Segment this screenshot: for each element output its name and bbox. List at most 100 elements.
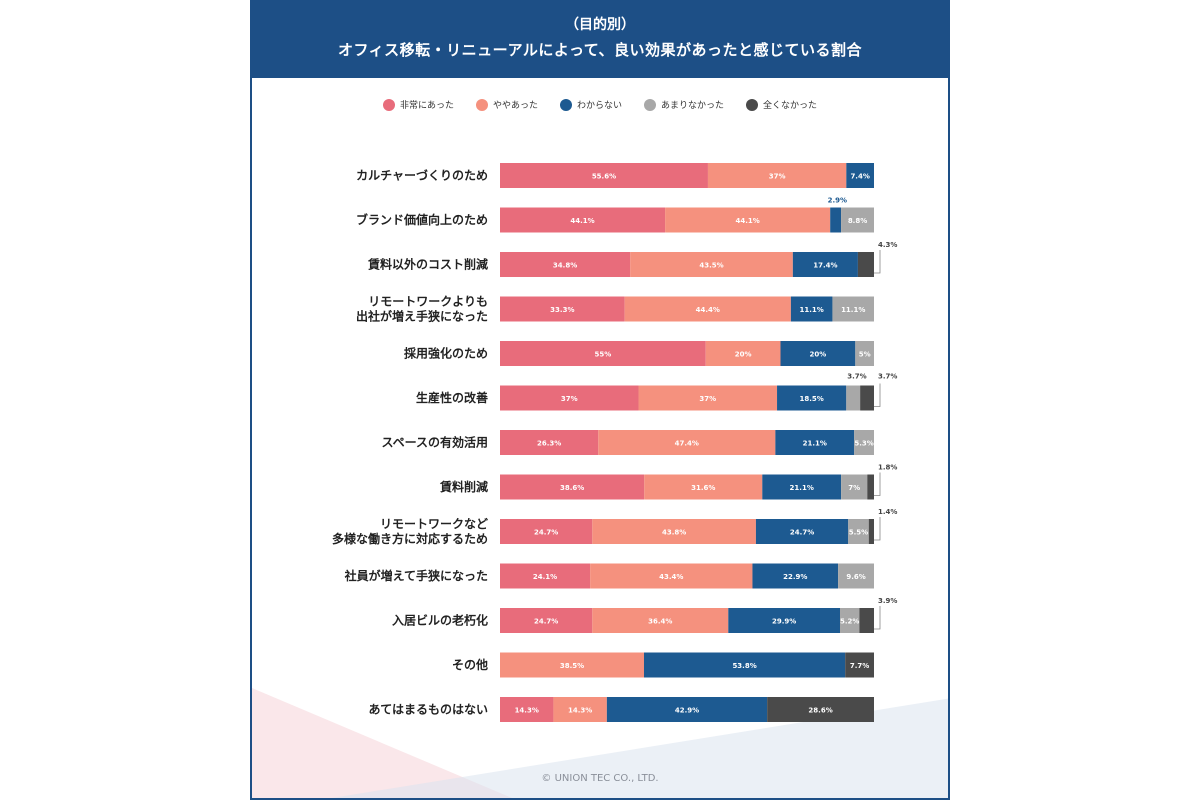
data-label: 20%	[735, 351, 752, 359]
data-label: 14.3%	[515, 707, 539, 715]
data-label: 38.6%	[560, 484, 584, 492]
category-label: 出社が増え手狭になった	[356, 309, 488, 324]
bar-segment	[857, 252, 874, 277]
data-label: 5.2%	[840, 618, 859, 626]
data-label: 43.8%	[662, 529, 686, 537]
bar-row: 賃料削減 38.6% 31.6% 21.1% 7% 1.8%	[439, 464, 897, 500]
data-label: 29.9%	[772, 618, 796, 626]
bar-segment	[777, 385, 847, 411]
bar-segment	[846, 385, 861, 411]
data-label: 33.3%	[550, 306, 574, 314]
bar-row: その他 38.5% 53.8% 7.7%	[452, 652, 874, 678]
chart-header: （目的別） オフィス移転・リニューアルによって、良い効果があったと感じている割合	[252, 2, 948, 78]
bar-segment	[848, 519, 869, 544]
bar-segment	[500, 163, 708, 188]
chart-subtitle: （目的別）	[565, 17, 635, 33]
category-label: あてはまるものはない	[368, 703, 488, 717]
category-label: 生産性の改善	[416, 390, 488, 405]
bar-segment	[705, 341, 781, 366]
data-label: 26.3%	[537, 440, 561, 448]
bar-segment	[867, 474, 874, 500]
data-label: 47.4%	[675, 440, 699, 448]
legend-swatch	[644, 98, 656, 111]
data-label: 53.8%	[732, 662, 756, 670]
bar-segment	[860, 385, 874, 411]
legend-item: 非常にあった	[382, 98, 454, 111]
bar-segment	[592, 519, 756, 544]
bar-segment	[792, 252, 858, 277]
pink-triangle-decoration	[252, 688, 512, 798]
bar-segment	[592, 608, 729, 633]
data-label: 24.7%	[534, 618, 558, 626]
external-data-label: 4.3%	[878, 241, 897, 249]
data-label: 43.5%	[699, 262, 723, 270]
legend-label: あまりなかった	[661, 101, 725, 111]
bar-segment	[500, 430, 599, 455]
bar-segment	[767, 697, 874, 722]
bar-segment	[606, 697, 768, 722]
data-label: 38.5%	[560, 662, 584, 670]
bar-segment	[500, 563, 591, 589]
external-data-label: 3.9%	[878, 597, 897, 605]
bar-segment	[830, 207, 842, 233]
bar-segment	[598, 430, 776, 455]
data-label: 24.1%	[533, 573, 557, 581]
category-label: ブランド価値向上のため	[356, 212, 488, 227]
category-label: 社員が増えて手狭になった	[344, 568, 488, 583]
bar-segment	[500, 207, 666, 233]
data-label: 44.1%	[570, 217, 594, 225]
legend-label: 全くなかった	[763, 101, 818, 111]
bar-segment	[868, 519, 874, 544]
external-data-label: 2.9%	[828, 197, 847, 205]
data-label: 5%	[859, 351, 871, 359]
bar-segment	[630, 252, 793, 277]
legend-item: わからない	[559, 98, 622, 111]
bar-segment	[775, 430, 855, 455]
bar-segment	[500, 252, 631, 277]
bar-segment	[841, 207, 874, 233]
external-data-label: 3.7%	[847, 373, 866, 381]
data-label: 34.8%	[553, 262, 577, 270]
bar-segment	[643, 652, 846, 678]
bar-segment	[752, 563, 839, 589]
data-label: 9.6%	[846, 573, 865, 581]
bar-row: カルチャーづくりのため 55.6% 37% 7.4%	[356, 163, 874, 188]
bar-segment	[590, 563, 753, 589]
data-label: 36.4%	[648, 618, 672, 626]
bar-segment	[838, 563, 874, 589]
bar-row: 採用強化のため 55% 20% 20% 5%	[404, 341, 874, 366]
legend: 非常にあった ややあった わからない あまりなかった 全くなかった	[252, 98, 948, 111]
bar-segment	[644, 474, 763, 500]
stacked-bar-chart: カルチャーづくりのため 55.6% 37% 7.4% ブランド価値向上のため 44.1% 4…	[332, 163, 897, 722]
legend-label: 非常にあった	[399, 101, 454, 111]
data-label: 18.5%	[800, 395, 824, 403]
category-label: 入居ビルの老朽化	[392, 613, 488, 628]
bar-segment	[845, 652, 874, 678]
data-label: 20%	[810, 351, 827, 359]
bar-segment	[846, 163, 874, 188]
data-label: 14.3%	[568, 707, 592, 715]
data-label: 8.8%	[848, 217, 867, 225]
data-label: 24.7%	[534, 529, 558, 537]
data-label: 11.1%	[800, 306, 824, 314]
legend-item: 全くなかった	[746, 98, 817, 111]
category-label: スペースの有効活用	[381, 435, 488, 450]
bar-row: あてはまるものはない 14.3% 14.3% 42.9% 28.6%	[368, 697, 874, 722]
bar-segment	[859, 608, 874, 633]
leader-line	[874, 472, 881, 496]
legend-label: わからない	[576, 101, 622, 111]
leader-line	[874, 383, 881, 407]
data-label: 24.7%	[790, 529, 814, 537]
bar-segment	[500, 652, 644, 678]
leader-line	[874, 250, 881, 274]
bar-segment	[707, 163, 847, 188]
data-label: 44.1%	[736, 217, 760, 225]
data-label: 55.6%	[592, 173, 616, 181]
legend-item: あまりなかった	[644, 98, 724, 111]
bar-segment	[755, 519, 849, 544]
bar-segment	[855, 341, 874, 366]
bar-row: 入居ビルの老朽化 24.7% 36.4% 29.9% 5.2% 3.9%	[392, 597, 897, 633]
data-label: 55%	[594, 351, 611, 359]
bar-segment	[728, 608, 840, 633]
copyright-footer: © UNION TEC CO., LTD.	[541, 773, 659, 784]
